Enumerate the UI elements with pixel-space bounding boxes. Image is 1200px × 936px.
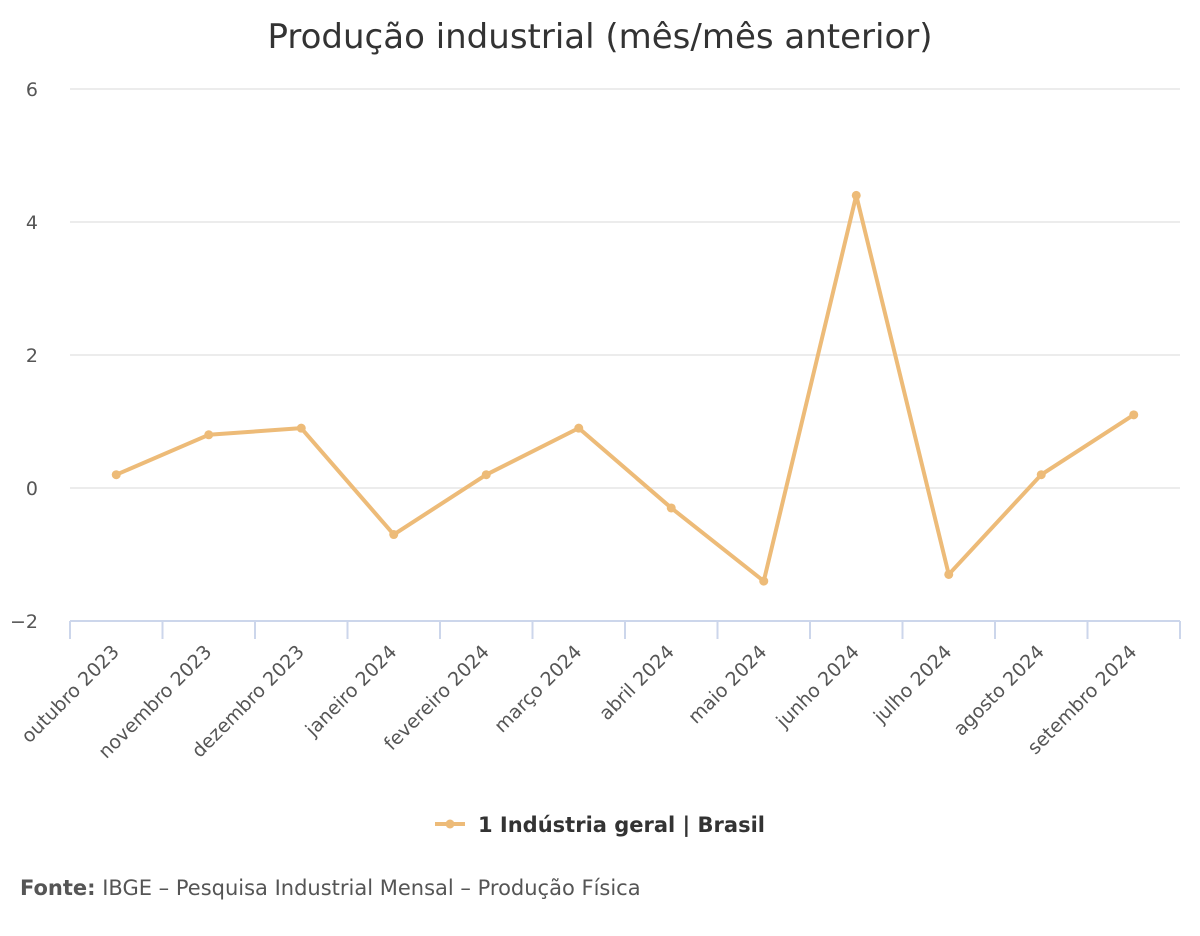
y-tick-label: 0 [26,478,38,500]
source-note: Fonte: IBGE – Pesquisa Industrial Mensal… [20,876,641,900]
y-tick-label: 2 [26,345,38,367]
chart-title: Produção industrial (mês/mês anterior) [267,17,932,57]
data-point[interactable] [111,470,121,480]
data-point[interactable] [204,430,214,440]
legend[interactable]: 1 Indústria geral | Brasil [435,813,765,838]
y-tick-label: 4 [26,212,38,234]
data-point[interactable] [389,530,399,540]
data-point[interactable] [851,190,861,200]
x-tick-label: janeiro 2024 [301,641,402,742]
data-point[interactable] [1129,410,1139,420]
x-tick-label: abril 2024 [595,641,679,725]
x-tick-label: outubro 2023 [17,641,124,748]
x-tick-label: julho 2024 [869,641,956,728]
legend-marker [445,819,455,829]
x-tick-label: junho 2024 [772,641,864,733]
data-point[interactable] [1036,470,1046,480]
data-point[interactable] [574,423,584,433]
y-tick-label: 6 [26,79,38,101]
data-point[interactable] [759,576,769,586]
grid [70,88,1180,489]
data-point[interactable] [296,423,306,433]
x-tick-label: agosto 2024 [949,641,1048,740]
y-axis: 6 4 2 0 −2 [10,79,38,633]
source-text: IBGE – Pesquisa Industrial Mensal – Prod… [95,876,641,900]
x-tick-label: março 2024 [490,641,586,737]
legend-label[interactable]: 1 Indústria geral | Brasil [478,813,765,838]
x-tick-label: maio 2024 [684,641,771,728]
series [111,190,1139,586]
source-label: Fonte: [20,876,96,900]
data-point[interactable] [666,503,676,513]
series-line[interactable] [114,193,1136,584]
data-point[interactable] [944,569,954,579]
y-tick-label: −2 [10,611,38,633]
data-point[interactable] [481,470,491,480]
